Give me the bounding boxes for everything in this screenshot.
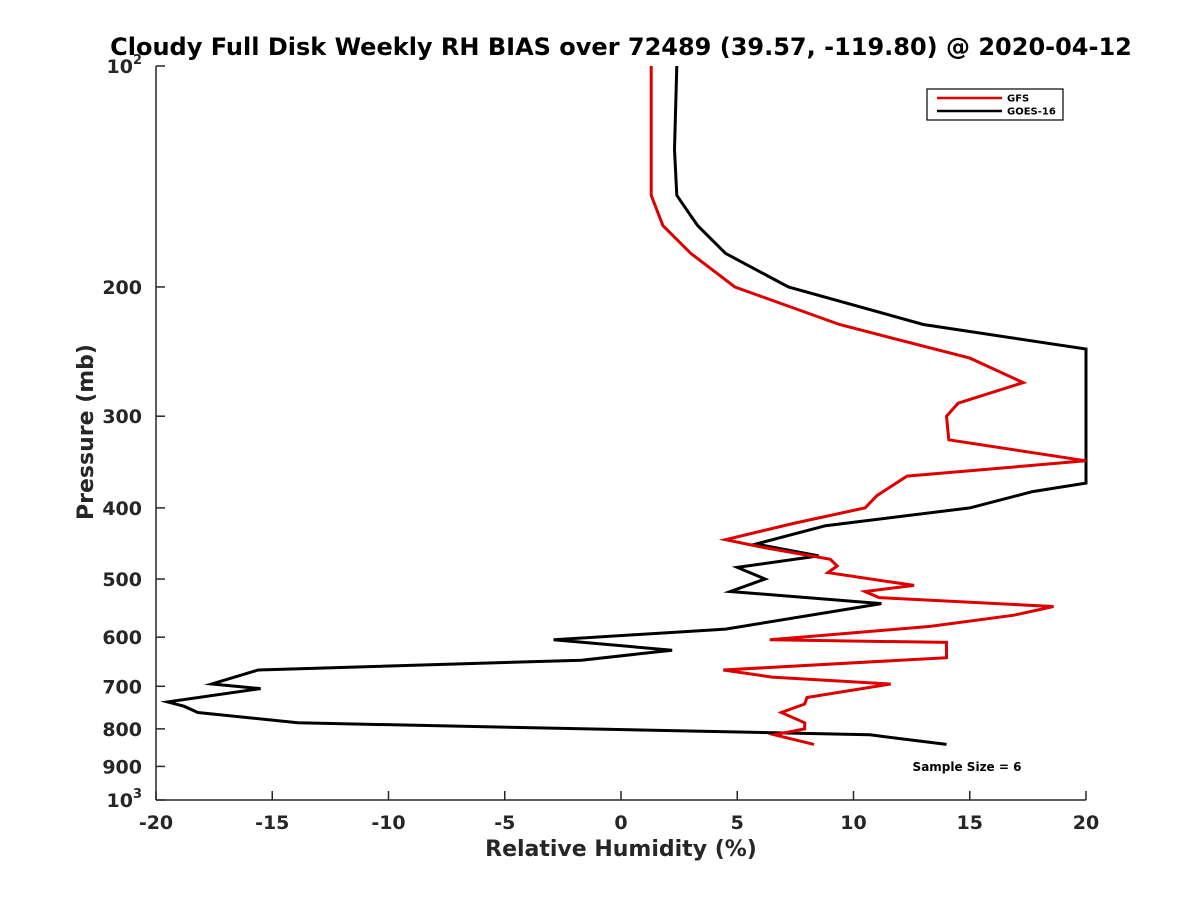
y-axis-label: Pressure (mb) xyxy=(74,344,99,520)
x-tick-label: -15 xyxy=(255,812,289,834)
x-tick-label: 0 xyxy=(614,812,627,834)
y-axis-ticks: 102 200 300 400 500 600 700 800 900 103 xyxy=(102,53,165,812)
plot-area: -20 -15 -10 -5 0 5 10 15 20 102 200 300 400 500 600 70… xyxy=(102,53,1099,834)
x-tick-label: 10 xyxy=(840,812,866,834)
y-tick-label: 300 xyxy=(102,406,142,428)
chart-title: Cloudy Full Disk Weekly RH BIAS over 724… xyxy=(110,33,1132,61)
legend-label: GOES-16 xyxy=(1007,107,1056,118)
series-line-goes-16 xyxy=(160,65,1088,746)
legend-label: GFS xyxy=(1007,94,1029,105)
x-tick-label: -20 xyxy=(139,812,173,834)
y-tick-label: 103 xyxy=(107,787,143,812)
series-line-gfs xyxy=(649,66,1087,746)
x-tick-label: 15 xyxy=(957,812,983,834)
legend: GFS GOES-16 xyxy=(926,88,1064,121)
y-tick-label: 400 xyxy=(102,498,142,520)
y-tick-label: 600 xyxy=(102,627,142,649)
x-tick-label: 20 xyxy=(1073,812,1099,834)
y-tick-label: 800 xyxy=(102,719,142,741)
sample-size-annotation: Sample Size = 6 xyxy=(913,760,1022,774)
legend-items: GFS GOES-16 xyxy=(937,94,1056,118)
x-tick-label: -5 xyxy=(494,812,515,834)
y-tick-label: 500 xyxy=(102,569,142,591)
plot-background xyxy=(156,66,1086,800)
y-tick-label: 900 xyxy=(102,756,142,778)
y-tick-label: 102 xyxy=(107,53,143,78)
x-axis-label: Relative Humidity (%) xyxy=(485,837,757,862)
x-tick-label: -10 xyxy=(371,812,405,834)
x-tick-label: 5 xyxy=(731,812,744,834)
y-tick-label: 700 xyxy=(102,676,142,698)
x-axis-ticks: -20 -15 -10 -5 0 5 10 15 20 xyxy=(139,791,1099,834)
legend-box xyxy=(926,88,1064,121)
series-layer xyxy=(160,65,1088,746)
y-tick-label: 200 xyxy=(102,277,142,299)
